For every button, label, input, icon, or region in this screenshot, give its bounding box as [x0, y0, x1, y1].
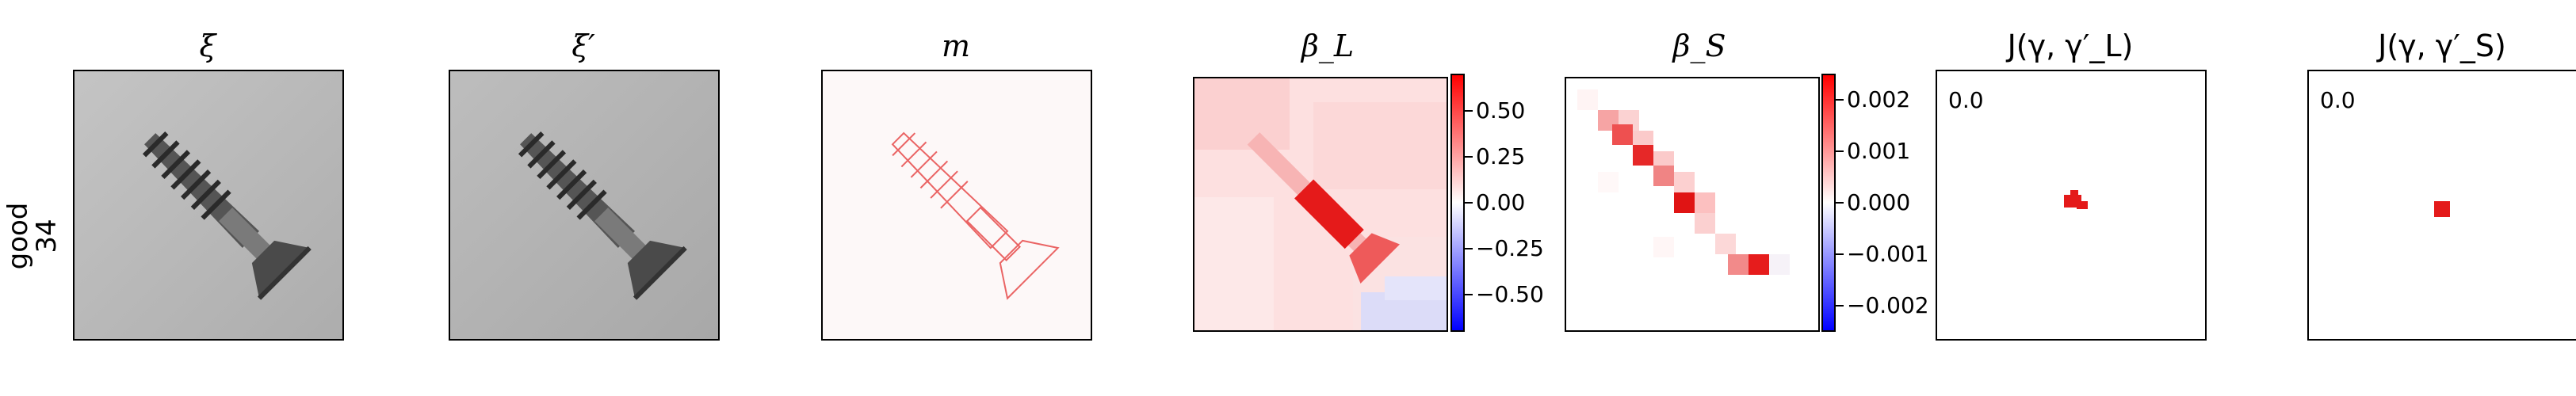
colorbar-beta-l: [1450, 74, 1465, 332]
colorbar-beta-l-tick-label: 0.25: [1476, 143, 1526, 169]
image-xi-prime: [449, 70, 720, 341]
row-label-line1: good: [2, 202, 34, 270]
colorbar-beta-s-tick-mark: [1836, 98, 1844, 101]
colorbar-beta-s-tick-mark: [1836, 253, 1844, 256]
colorbar-beta-s: [1821, 74, 1836, 332]
beta-s-heatmap: [1566, 78, 1818, 330]
colorbar-beta-l-tick-label: 0.50: [1476, 97, 1526, 124]
panel-title-m: m: [941, 29, 971, 63]
panel-title-beta-l: β_L: [1301, 29, 1355, 63]
colorbar-beta-s-tick-label: 0.001: [1847, 137, 1911, 164]
image-beta-s: [1565, 77, 1820, 332]
row-label-line2: 34: [31, 219, 63, 253]
row-label: good 34: [2, 185, 67, 287]
j-l-value: 0.0: [1948, 87, 1984, 113]
panel-title-xi-prime: ξ′: [571, 29, 595, 63]
colorbar-beta-s-tick-label: −0.001: [1847, 241, 1929, 268]
colorbar-beta-l-tick-mark: [1465, 109, 1473, 112]
colorbar-beta-l-tick-label: −0.50: [1476, 281, 1544, 308]
panel-title-j-s: J(γ, γ′_S): [2378, 29, 2506, 63]
image-xi: [73, 70, 344, 341]
colorbar-beta-l-tick-mark: [1465, 202, 1473, 204]
beta-l-heatmap: [1194, 78, 1447, 330]
colorbar-beta-l-tick-label: −0.25: [1476, 235, 1544, 262]
j-l-map: [2064, 190, 2088, 209]
colorbar-beta-l-tick-label: 0.00: [1476, 189, 1526, 215]
screw-image: [75, 71, 342, 339]
colorbar-beta-l-tick-mark: [1465, 155, 1473, 158]
j-s-value: 0.0: [2320, 87, 2356, 113]
colorbar-beta-s-tick-mark: [1836, 150, 1844, 152]
colorbar-beta-s-tick-label: 0.000: [1847, 189, 1911, 215]
colorbar-beta-l-tick-mark: [1465, 294, 1473, 296]
colorbar-beta-s-tick-label: −0.002: [1847, 292, 1929, 319]
colorbar-beta-s-tick-mark: [1836, 202, 1844, 204]
mask-image: [823, 71, 1091, 339]
screw-image-prime: [450, 71, 718, 339]
image-m: [821, 70, 1092, 341]
colorbar-beta-s-tick-label: 0.002: [1847, 86, 1911, 112]
panel-title-xi: ξ: [199, 29, 216, 63]
colorbar-beta-l-tick-mark: [1465, 248, 1473, 250]
panel-title-j-l: J(γ, γ′_L): [2007, 29, 2134, 63]
image-j-l: 0.0: [1936, 70, 2207, 341]
panel-title-beta-s: β_S: [1672, 29, 1726, 63]
colorbar-beta-s-tick-mark: [1836, 305, 1844, 307]
image-beta-l: [1193, 77, 1448, 332]
image-j-s: 0.0: [2307, 70, 2576, 341]
j-s-map: [2434, 201, 2450, 217]
